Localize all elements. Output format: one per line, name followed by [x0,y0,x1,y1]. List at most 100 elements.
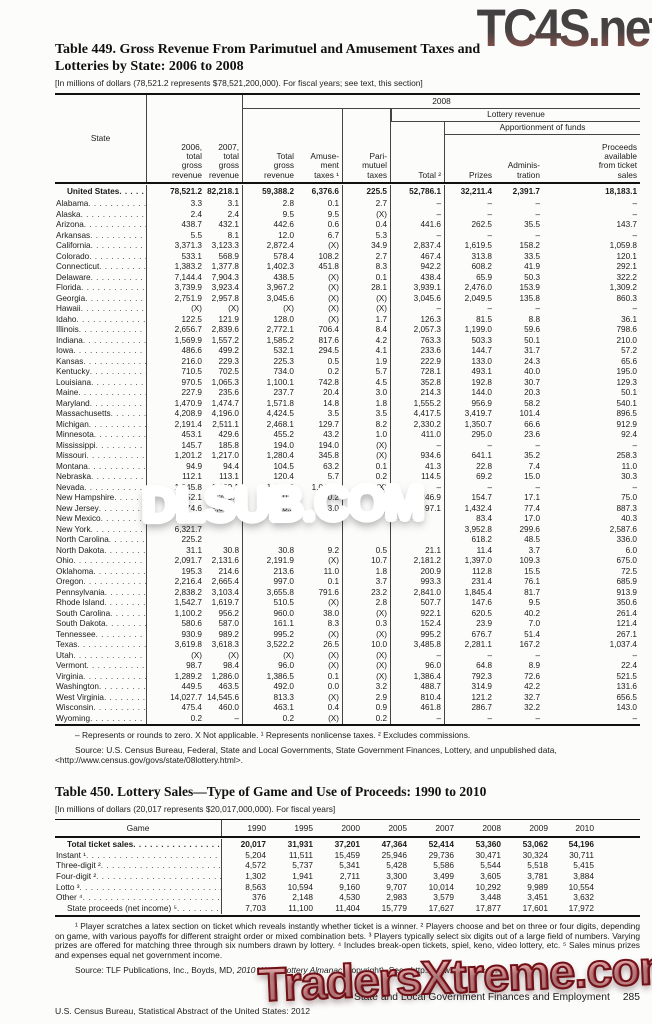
table-row: New Mexico 201.7 83.4 17.0 40.3 [55,514,640,525]
cell-total-gross: 1,047.8 [266,482,294,492]
cell-total-gross: 1,402.3 [266,262,294,271]
cell-administration: 31.7 [524,346,540,355]
cell-total-gross: 104.5 [273,461,295,471]
cell-total-gross: 463.1 [273,703,295,712]
cell-amusement-taxes: 0.0 [297,682,343,693]
cell-parimutuel-taxes: 225.5 [343,185,391,199]
table-row: West Virginia 14,027.7 14,545.6 813.3 (X… [55,692,640,703]
cell-amusement-taxes: (X) [297,661,343,672]
cell-amusement-taxes: 451.8 [297,262,343,273]
cell-2006: 14,027.7 [170,692,202,702]
cell-proceeds: 322.2 [616,272,638,282]
cell-2007: 3,579 [433,892,454,903]
cell-2007: 2,131.6 [205,556,243,567]
cell-proceeds: 143.0 [616,703,638,712]
cell-2007: 432.1 [205,220,243,231]
cell-prizes: 1,350.7 [464,419,492,429]
cell-total-gross: 2.8 [282,199,294,208]
cell-amusement-taxes: 26.5 [297,640,343,651]
cell-2006: 2,838.2 [174,587,202,597]
cell-administration: – [535,440,540,450]
cell-lottery-total: – [390,482,445,493]
dot-leader [78,388,146,399]
cell-amusement-taxes: 20.4 [297,388,343,399]
table450-title: Table 450. Lottery Sales—Type of Game an… [55,784,487,800]
cell-2007: 460.0 [205,703,243,714]
state-label: Georgia [55,293,147,304]
cell-proceeds: 675.0 [616,556,638,565]
dot-leader [91,378,146,389]
dot-leader [73,651,146,662]
cell-proceeds: 143.7 [616,220,638,229]
table-row: Lotto ³ 8,563 10,594 9,160 9,707 10,014 … [55,881,640,893]
state-label: South Carolina [55,608,147,619]
cell-proceeds: – [632,304,637,313]
state-label: Utah [55,650,147,662]
state-label: Delaware [55,272,147,283]
cell-total-gross: 1,571.8 [266,398,294,408]
cell-lottery-total: 488.7 [390,682,445,693]
cell-proceeds: 75.0 [621,493,637,502]
cell-2006: 1,045.8 [174,482,202,492]
cell-amusement-taxes: (X) [297,650,343,661]
cell-2010: 54,196 [568,838,594,849]
cell-2007: 235.6 [205,388,243,399]
cell-2006: 3.3 [190,199,202,208]
cell-total-gross: 1,280.4 [266,451,294,460]
cell-2010: 30,711 [569,849,594,860]
cell-prizes: 64.8 [476,661,492,670]
cell-parimutuel-taxes: (X) [343,440,391,451]
table-row: South Carolina 1,100.2 956.2 960.0 38.0 … [55,608,640,619]
cell-prizes: – [487,209,492,219]
cell-2008: 5,544 [480,860,501,871]
cell-proceeds: 292.1 [616,262,638,271]
cell-2007: 1,377.8 [205,262,243,273]
cell-administration: 32.2 [524,703,540,712]
cell-prizes: 231.4 [471,577,493,586]
dot-leader [73,556,146,567]
cell-total-gross: 813.3 [273,692,295,702]
cell-administration: 299.6 [519,524,541,534]
table-row: Virginia 1,289.2 1,286.0 1,386.5 0.1 (X)… [55,671,640,682]
cell-parimutuel-taxes: 1.8 [343,398,391,409]
cell-2005: 15,779 [381,903,407,914]
cell-parimutuel-taxes: 5.3 [343,230,391,241]
state-label: New Mexico [55,514,147,525]
cell-2007: 7,904.3 [205,272,243,283]
cell-prizes: 2,476.0 [464,283,492,292]
col-header-parimutuel-taxes: Pari- mutuel taxes [343,109,391,182]
cell-proceeds: 57.2 [621,346,637,355]
table-row: Four-digit ² 1,302 1,941 2,711 3,300 3,4… [55,870,640,882]
cell-administration: 7.4 [528,461,540,471]
cell-2006: 0.2 [190,713,202,723]
cell-2007: 3,103.4 [205,587,243,598]
page-content: Table 449. Gross Revenue From Parimutuel… [55,0,640,1016]
state-label: Virginia [55,671,147,682]
cell-prizes: 81.5 [476,314,492,324]
cell-2007: 3,499 [433,870,454,881]
cell-amusement-taxes: (X) [297,629,343,640]
cell-1990: 20,017 [240,838,266,849]
game-label: Four-digit ² [55,870,222,882]
cell-parimutuel-taxes: 3.5 [343,409,391,420]
table450-header: Game 1990 1995 2000 2005 2007 2008 2009 … [55,818,640,838]
cell-proceeds: 11.0 [621,461,637,471]
cell-lottery-total: 21.1 [390,545,445,556]
state-label: California [55,241,147,252]
table-row: Arkansas 5.5 8.1 12.0 6.7 5.3 – – – – [55,230,640,241]
dot-leader [80,882,221,893]
table-row: Ohio 2,091.7 2,131.6 2,191.9 (X) 10.7 2,… [55,556,640,567]
table-row: Rhode Island 1,542.7 1,619.7 510.5 (X) 2… [55,598,640,609]
cell-2006: 195.3 [181,566,203,576]
cell-administration: – [535,482,540,492]
cell-proceeds: – [632,440,637,450]
cell-lottery-total: 126.3 [390,314,445,325]
table-row: Maine 227.9 235.6 237.7 20.4 3.0 214.3 1… [55,388,640,399]
state-label: Michigan [55,419,147,430]
table-row: New Hampshire 252.1 253.0 250.0 0.2 2.9 … [55,493,640,504]
cell-proceeds: – [632,713,637,723]
cell-administration: 76.1 [524,577,540,586]
dot-leader [99,504,146,515]
cell-2006: 2,216.4 [174,577,202,586]
cell-2007: 29,736 [428,849,454,860]
